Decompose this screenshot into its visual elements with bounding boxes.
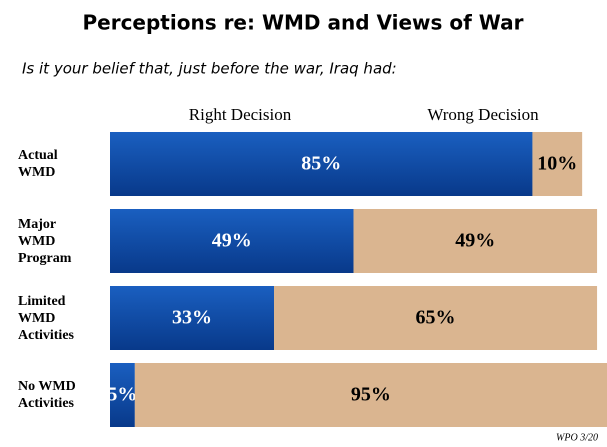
bar-segment: [110, 286, 275, 350]
data-label: 49%: [455, 230, 495, 252]
bar-segment: [532, 132, 583, 196]
bar-segment: [110, 132, 533, 196]
bar-segment: [274, 286, 598, 350]
bar-segment: [110, 209, 354, 273]
category-label: Major WMD Program: [18, 216, 72, 266]
category-label: Limited WMD Activities: [18, 293, 74, 343]
category-label: Actual WMD: [18, 148, 58, 180]
data-label: 95%: [351, 384, 391, 406]
data-label: 33%: [172, 307, 212, 329]
category-label-box: No WMD Activities: [18, 379, 76, 411]
category-label-box: Actual WMD: [18, 148, 58, 180]
data-label: 10%: [537, 153, 577, 175]
bar-segment: [353, 209, 598, 273]
chart-subtitle: Is it your belief that, just before the …: [22, 60, 397, 78]
legend-label: Right Decision: [189, 105, 292, 124]
data-label: 5%: [107, 384, 137, 406]
category-label: No WMD Activities: [18, 379, 76, 411]
bar-segment: [110, 363, 135, 427]
category-label-box: Major WMD Program: [18, 216, 72, 266]
data-label: 85%: [301, 153, 341, 175]
chart-title: Perceptions re: WMD and Views of War: [82, 11, 523, 35]
legend-label: Wrong Decision: [427, 105, 539, 124]
bar-segment: [134, 363, 607, 427]
data-label: 49%: [212, 230, 252, 252]
source-note: WPO 3/20: [556, 432, 598, 443]
data-label: 65%: [416, 307, 456, 329]
category-label-box: Limited WMD Activities: [18, 293, 74, 343]
